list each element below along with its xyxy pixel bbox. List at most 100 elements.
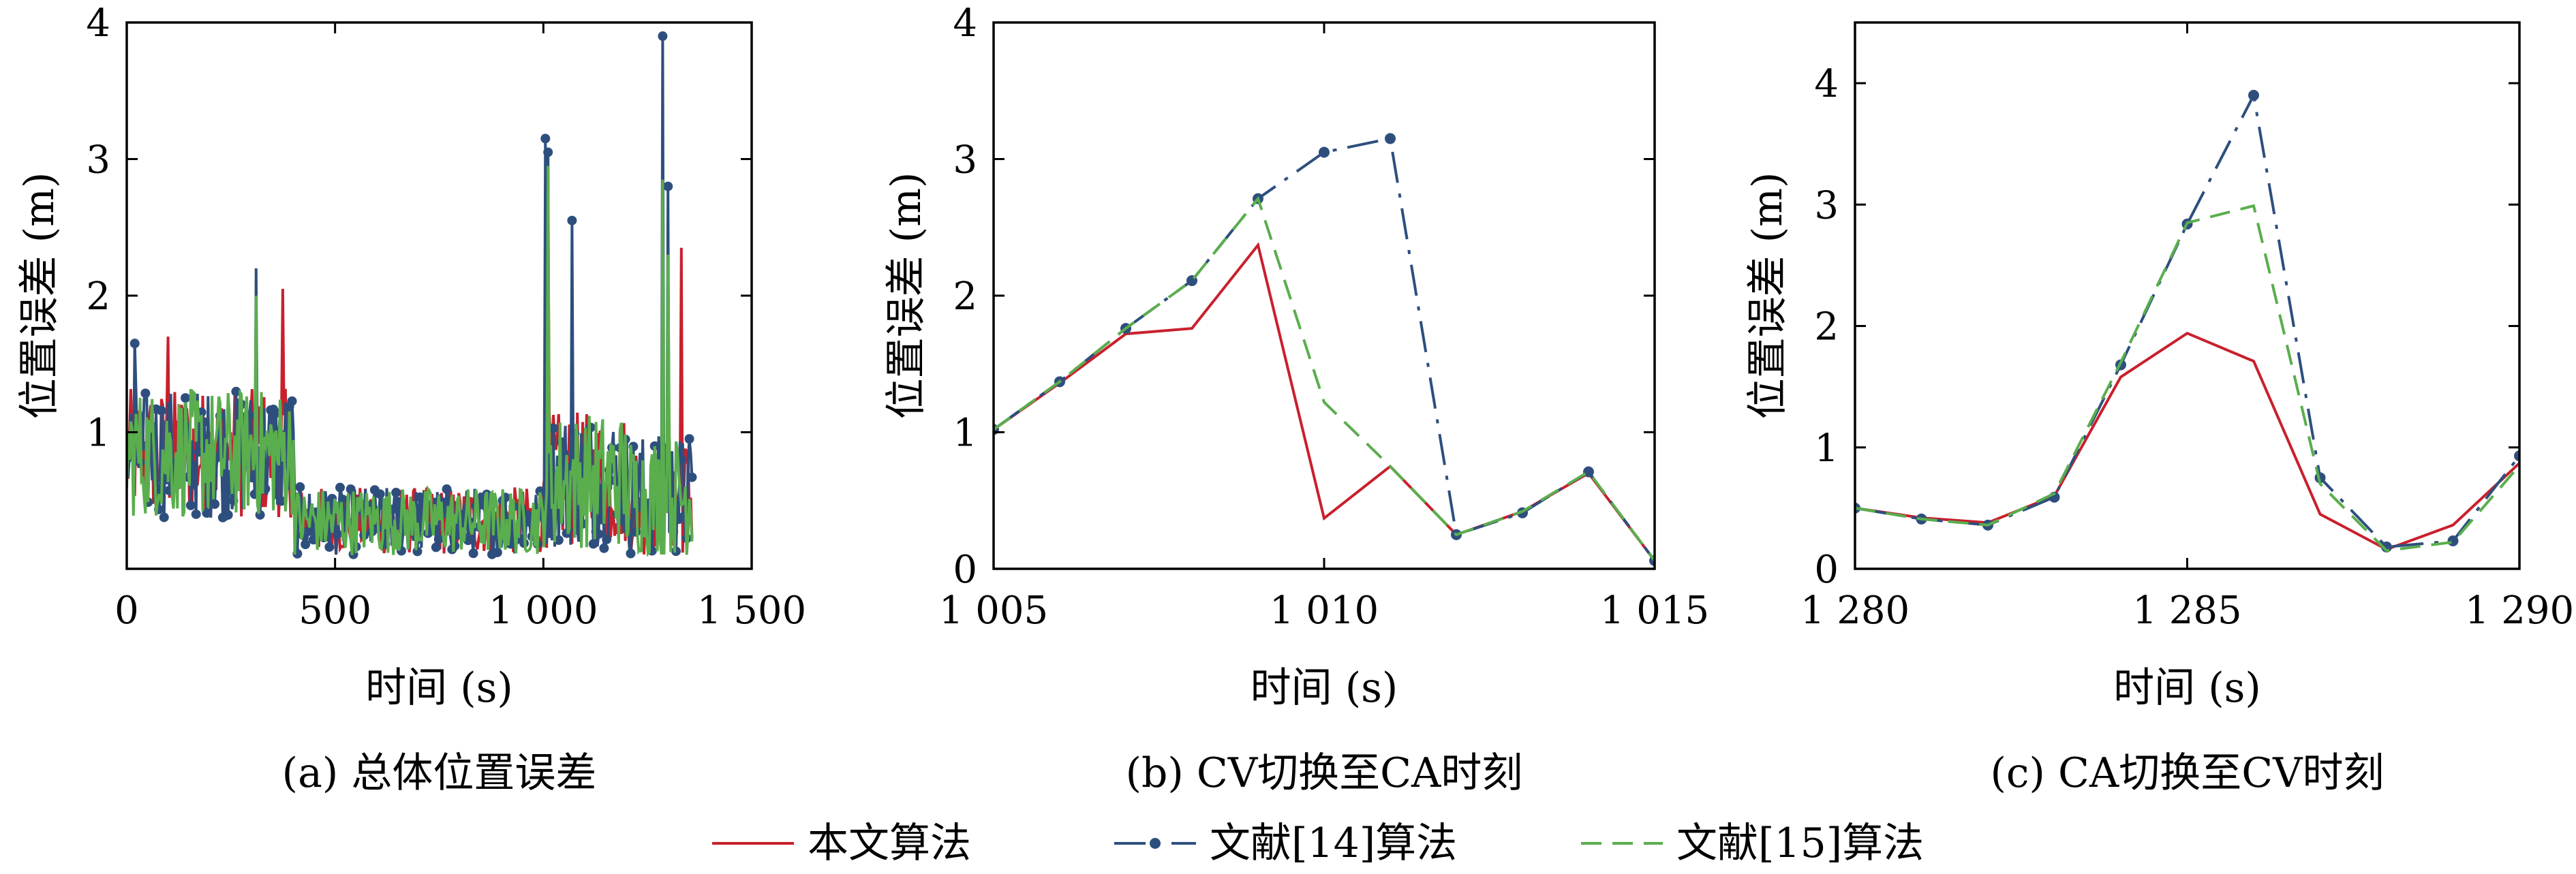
data-point-ref14-a [649,441,660,451]
data-point-ref14-a [159,512,169,522]
x-tick-label-c: 1 280 [1800,589,1910,633]
data-point-ref14-a [535,486,545,497]
plot-area-b [994,133,1655,566]
data-point-ref14-a [492,547,502,557]
data-point-ref14-a [210,499,220,510]
data-point-ref14-a [540,134,551,144]
data-point-ref14-a [140,388,151,399]
data-point-ref14-a [684,434,694,444]
data-point-ref14-c [2514,450,2519,462]
data-point-ref14-a [433,534,444,544]
data-point-ref14-a [599,543,609,553]
legend-label-ref14: 文献[14]算法 [1210,820,1457,867]
data-point-ref14-a [188,480,198,490]
data-point-ref14-a [181,393,191,403]
x-tick-label-b: 1 015 [1600,589,1709,633]
series-line-ref14-b [994,137,1655,562]
data-point-ref14-b [1319,146,1330,158]
data-point-ref14-a [442,484,452,495]
data-point-ref14-a [276,496,286,506]
data-point-ref14-a [663,181,673,191]
data-point-ref14-a [287,396,297,406]
axis-frame-b [992,21,1656,570]
y-tick-label-b: 4 [953,1,977,46]
series-line-ref14-c [1855,91,2519,548]
y-tick-label-b: 1 [953,411,977,456]
series-line-ref15-a [127,166,694,557]
y-tick-label-a: 1 [86,411,110,456]
data-point-ref14-a [333,529,343,540]
caption-a: (a) 总体位置误差 [282,749,597,797]
axis-frame-c [1854,21,2521,570]
x-axis-title-c: 时间 (s) [2113,664,2261,712]
data-point-ref14-a [391,488,401,498]
x-tick-label-b: 1 005 [939,589,1048,633]
y-tick-label-a: 2 [86,275,110,319]
data-point-ref14-a [431,542,441,552]
data-point-ref14-a [324,542,335,552]
data-point-ref14-a [594,529,604,539]
data-point-ref14-a [295,482,305,492]
y-tick-label-a: 4 [86,1,110,46]
data-point-ref14-a [129,339,140,349]
data-point-ref14-a [543,147,553,157]
data-point-ref14-a [626,548,636,559]
data-point-ref14-c [2447,535,2459,547]
data-point-ref14-c [2248,89,2259,101]
x-tick-label-a: 0 [114,589,139,633]
y-tick-label-a: 3 [86,138,110,183]
legend-marker-ref14 [1150,838,1161,849]
y-tick-label-c: 1 [1814,426,1839,471]
data-point-ref14-a [567,215,577,225]
legend-label-ours: 本文算法 [808,820,971,867]
panel-a: 0 500 1 000 1 500 1 2 3 4 时间 (s) 位置误差 (m) (a) 总体位置… [16,1,806,797]
x-tick-label-b: 1 010 [1270,589,1379,633]
y-tick-label-c: 0 [1814,548,1839,592]
series-line-ours-c [1855,331,2519,551]
y-axis-title-a: 位置误差 (m) [16,172,63,420]
data-point-ref14-a [375,489,385,499]
y-axis-title-b: 位置误差 (m) [883,172,930,420]
caption-b: (b) CV切换至CA时刻 [1126,749,1523,797]
legend-label-ref15: 文献[15]算法 [1676,820,1924,867]
x-tick-label-a: 500 [298,589,371,633]
panel-c: 1 280 1 285 1 290 0 1 2 3 4 时间 (s) 位置误差 (m) (c) CA… [1744,21,2574,797]
data-point-ref14-a [468,548,478,559]
data-point-ref14-a [588,539,598,549]
x-tick-label-c: 1 290 [2465,589,2574,633]
y-tick-label-b: 3 [953,138,977,183]
data-point-ref14-a [185,500,196,510]
data-point-ref14-a [335,482,346,493]
y-tick-label-b: 2 [953,275,977,319]
series-line-ref15-c [1855,204,2519,552]
data-point-ref14-a [231,386,241,396]
y-tick-label-b: 0 [953,548,977,592]
data-point-ref14-a [337,495,348,505]
data-point-ref14-a [223,510,233,520]
data-point-ref14-a [549,423,559,433]
data-point-ref14-b [1385,133,1396,144]
data-point-ref14-a [305,526,316,536]
panel-b: 1 005 1 010 1 015 0 1 2 3 4 时间 (s) 位置误差 (m) (b) CV… [883,1,1709,797]
y-tick-label-c: 2 [1814,305,1839,349]
legend: 本文算法 文献[14]算法 文献[15]算法 [712,820,1924,867]
x-axis-title-a: 时间 (s) [365,664,513,712]
data-point-ref14-a [658,31,668,42]
caption-c: (c) CA切换至CV时刻 [1991,749,2385,797]
y-tick-label-c: 3 [1814,183,1839,228]
x-tick-label-a: 1 500 [697,589,806,633]
data-point-ref14-a [156,405,166,416]
data-point-ref14-a [191,509,201,519]
data-point-ref14-a [553,535,564,545]
x-tick-label-c: 1 285 [2132,589,2241,633]
series-line-ref15-b [994,196,1655,562]
plot-area-c [1855,89,2519,552]
data-point-ref14-a [202,508,212,518]
x-tick-label-a: 1 000 [489,589,598,633]
data-point-ref14-a [301,540,311,550]
y-axis-title-c: 位置误差 (m) [1744,172,1792,420]
x-axis-title-b: 时间 (s) [1251,664,1398,712]
data-point-ref14-a [687,472,697,482]
data-point-ref14-a [602,534,612,544]
